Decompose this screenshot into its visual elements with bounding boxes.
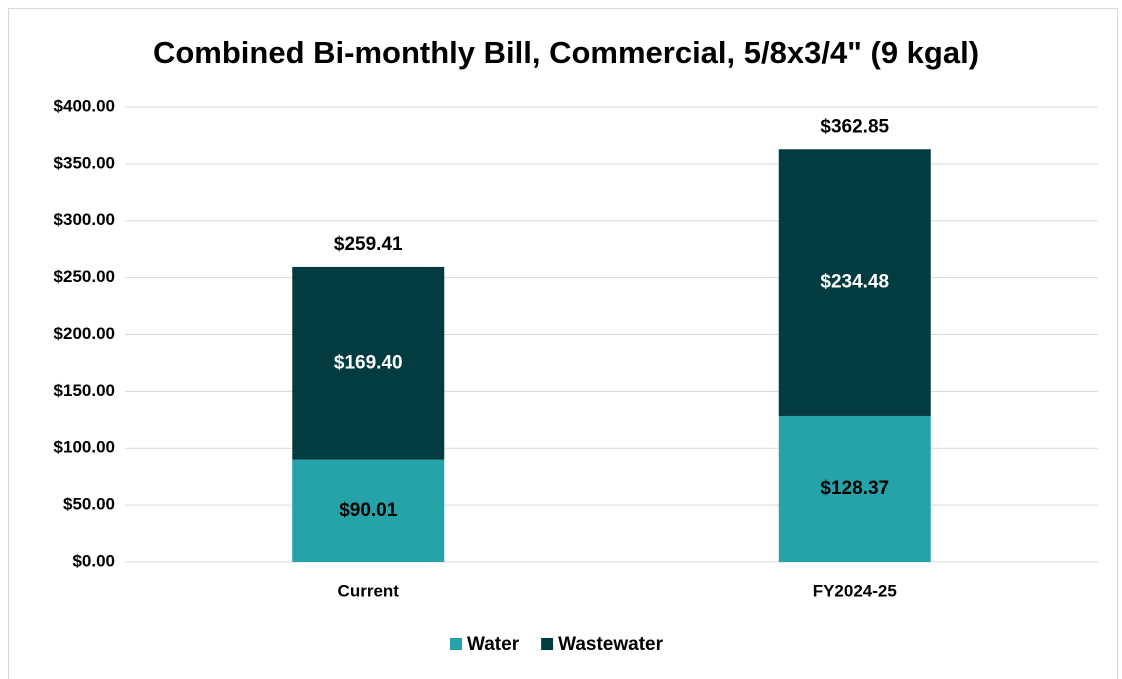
legend-swatch xyxy=(541,638,554,650)
y-tick-label: $300.00 xyxy=(54,210,115,229)
y-tick-label: $250.00 xyxy=(54,267,115,286)
total-label: $362.85 xyxy=(820,116,889,137)
x-tick-label: FY2024-25 xyxy=(813,581,897,600)
y-tick-label: $150.00 xyxy=(54,381,115,400)
data-label: $234.48 xyxy=(820,272,889,293)
bar-segment xyxy=(778,415,931,562)
bar-segment xyxy=(778,149,931,416)
y-tick-label: $0.00 xyxy=(72,551,115,570)
y-tick-label: $350.00 xyxy=(54,153,115,172)
y-tick-label: $200.00 xyxy=(54,324,115,343)
legend-label: Water xyxy=(467,634,520,655)
bar-segment xyxy=(292,459,445,562)
chart-border xyxy=(8,8,1118,679)
chart-title: Combined Bi-monthly Bill, Commercial, 5/… xyxy=(153,35,979,70)
legend-label: Wastewater xyxy=(558,634,663,655)
legend-swatch xyxy=(450,638,462,650)
y-tick-label: $400.00 xyxy=(54,96,115,115)
data-label: $90.01 xyxy=(339,500,398,521)
y-tick-label: $50.00 xyxy=(63,495,115,514)
x-tick-label: Current xyxy=(338,581,400,600)
total-label: $259.41 xyxy=(334,234,403,255)
y-tick-label: $100.00 xyxy=(54,438,115,457)
data-label: $128.37 xyxy=(820,478,889,499)
data-label: $169.40 xyxy=(334,352,403,373)
bar-segment xyxy=(292,266,445,460)
